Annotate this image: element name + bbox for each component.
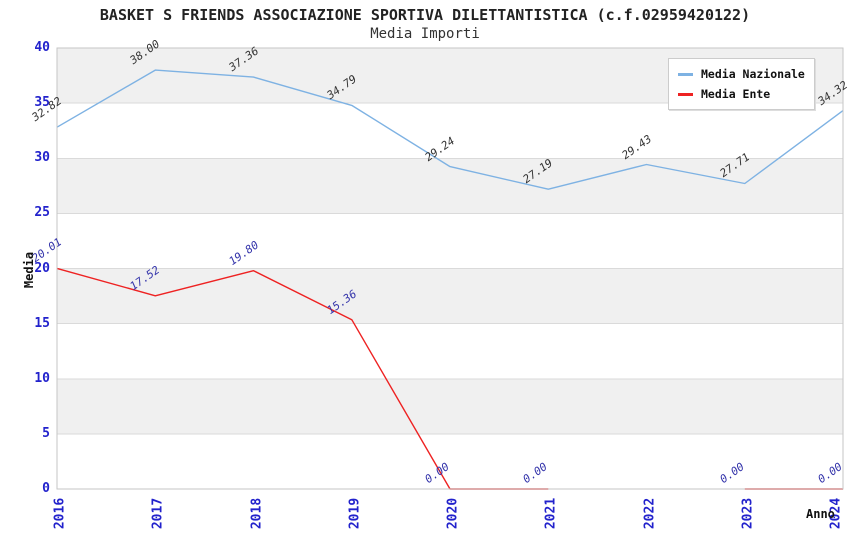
x-tick-label: 2016 — [52, 497, 68, 530]
y-axis-label: Media — [22, 251, 36, 289]
series-line-0 — [56, 69, 844, 190]
y-tick-label: 5 — [42, 425, 50, 441]
y-tick-label: 15 — [34, 315, 50, 331]
y-tick-label: 35 — [34, 95, 50, 111]
y-tick-label: 40 — [34, 40, 50, 55]
legend: Media Nazionale Media Ente — [668, 58, 815, 110]
y-tick-label: 0 — [42, 481, 50, 496]
band — [57, 158, 843, 214]
x-axis-label: Anno — [806, 507, 835, 521]
legend-item-media-nazionale: Media Nazionale — [678, 64, 805, 84]
x-tick-label: 2021 — [543, 497, 559, 530]
x-tick-label: 2020 — [445, 497, 461, 530]
media-ente-line-swatch — [678, 92, 693, 96]
x-tick-label: 2018 — [249, 497, 264, 530]
chart-title: BASKET S FRIENDS ASSOCIAZIONE SPORTIVA D… — [99, 6, 751, 24]
y-tick-label: 20 — [34, 260, 50, 276]
y-tick-label: 25 — [34, 205, 50, 221]
chart-subtitle: Media Importi — [370, 26, 480, 42]
legend-label-media-nazionale: Media Nazionale — [701, 67, 805, 81]
plot-border — [56, 47, 844, 490]
band — [57, 378, 843, 434]
y-tick-label: 30 — [34, 150, 50, 166]
x-tick-label: 2017 — [150, 497, 166, 530]
x-tick-label: 2022 — [642, 497, 657, 530]
band — [57, 268, 843, 324]
legend-label-media-ente: Media Ente — [701, 87, 771, 101]
media-nazionale-line-swatch — [678, 72, 693, 76]
x-tick-label: 2023 — [740, 497, 756, 530]
legend-item-media-ente: Media Ente — [678, 84, 805, 104]
y-tick-label: 10 — [34, 370, 50, 386]
x-tick-label: 2019 — [347, 497, 363, 530]
